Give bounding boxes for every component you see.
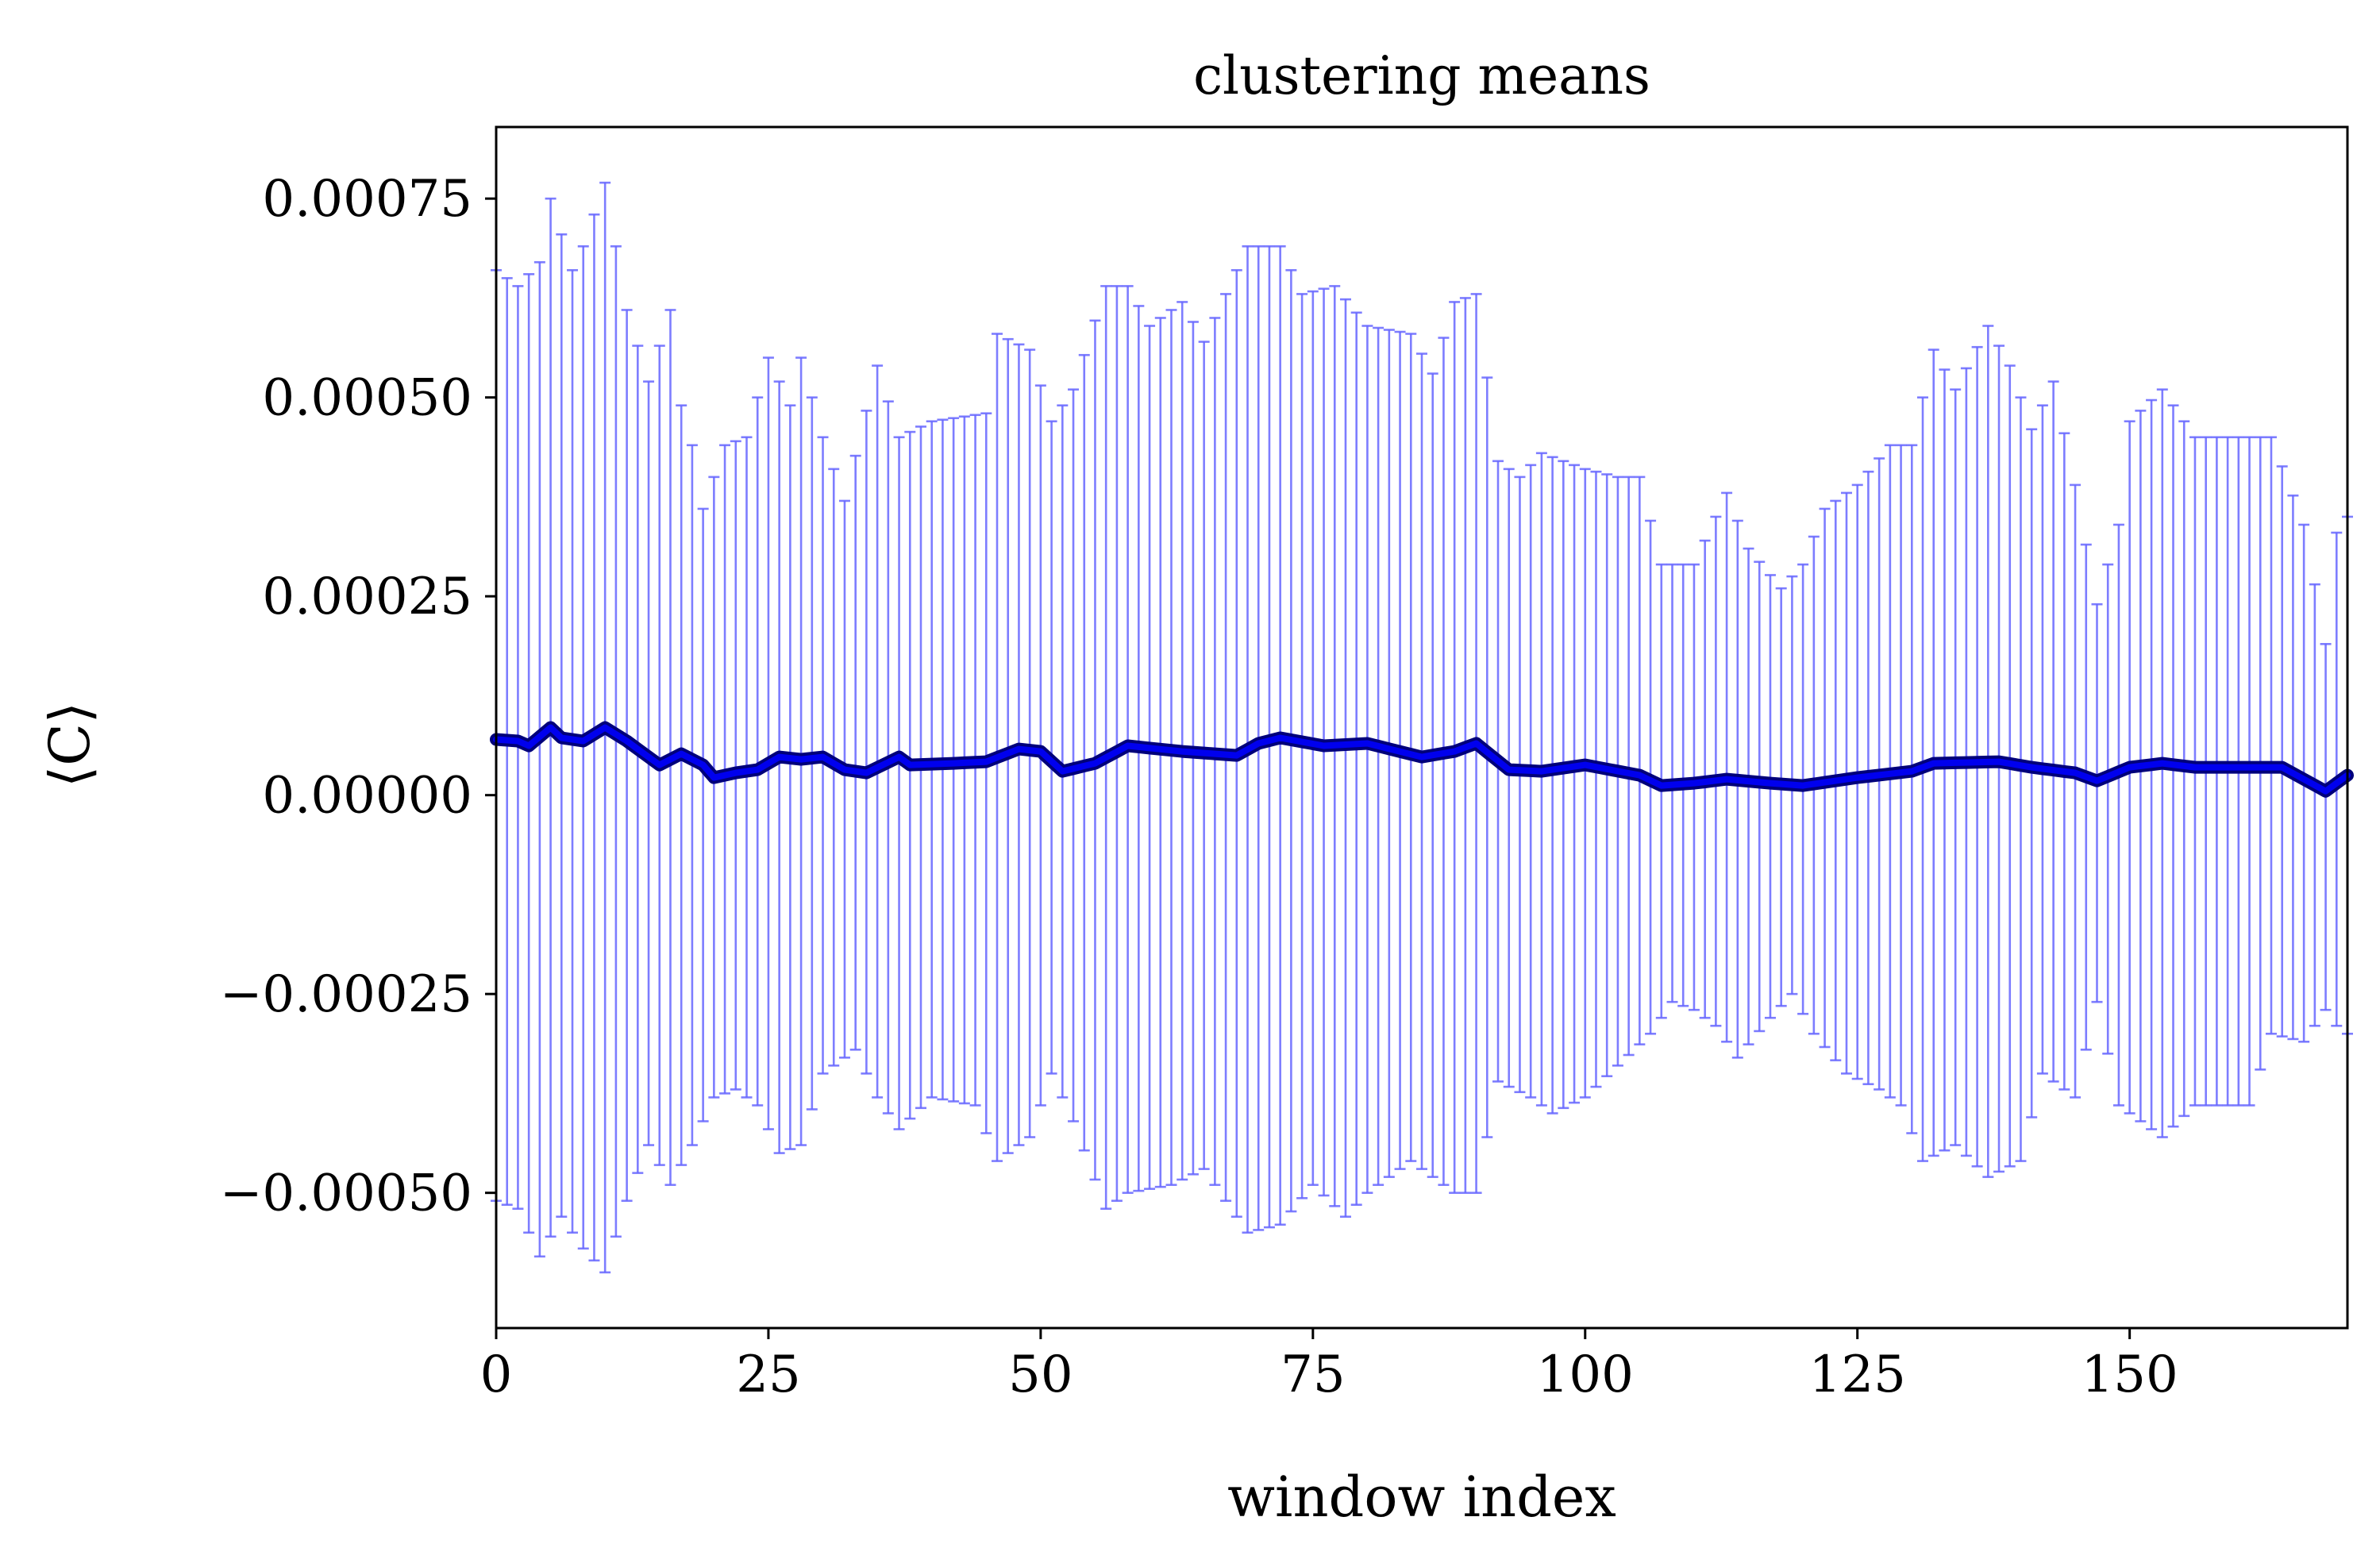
mean-line xyxy=(493,724,2351,795)
x-tick-label: 125 xyxy=(1809,1346,1906,1404)
x-tick-label: 100 xyxy=(1537,1346,1634,1404)
y-tick-label: 0.00050 xyxy=(262,369,472,428)
y-tick-label: −0.00050 xyxy=(220,1165,472,1223)
y-tick-label: −0.00025 xyxy=(220,965,472,1024)
x-tick-label: 50 xyxy=(1008,1346,1073,1404)
plot-frame xyxy=(495,125,2349,1330)
y-tick-label: 0.00000 xyxy=(262,767,472,826)
chart-title: clustering means xyxy=(1193,45,1650,106)
y-tick-label: 0.00025 xyxy=(262,568,472,626)
x-tick-label: 150 xyxy=(2082,1346,2178,1404)
y-axis-ticks: −0.00050 −0.00025 0.00000 0.00025 0.00050 0.0… xyxy=(220,170,496,1223)
x-axis-ticks: 0 25 50 75 100 125 150 xyxy=(480,1328,2178,1404)
y-axis-label: ⟨C⟩ xyxy=(37,702,102,787)
y-tick-label: 0.00075 xyxy=(262,170,472,229)
x-tick-label: 75 xyxy=(1281,1346,1345,1404)
mean-line-group xyxy=(490,721,2354,798)
x-tick-label: 25 xyxy=(736,1346,800,1404)
x-axis-label: window index xyxy=(1227,1465,1616,1530)
x-tick-label: 0 xyxy=(480,1346,513,1404)
